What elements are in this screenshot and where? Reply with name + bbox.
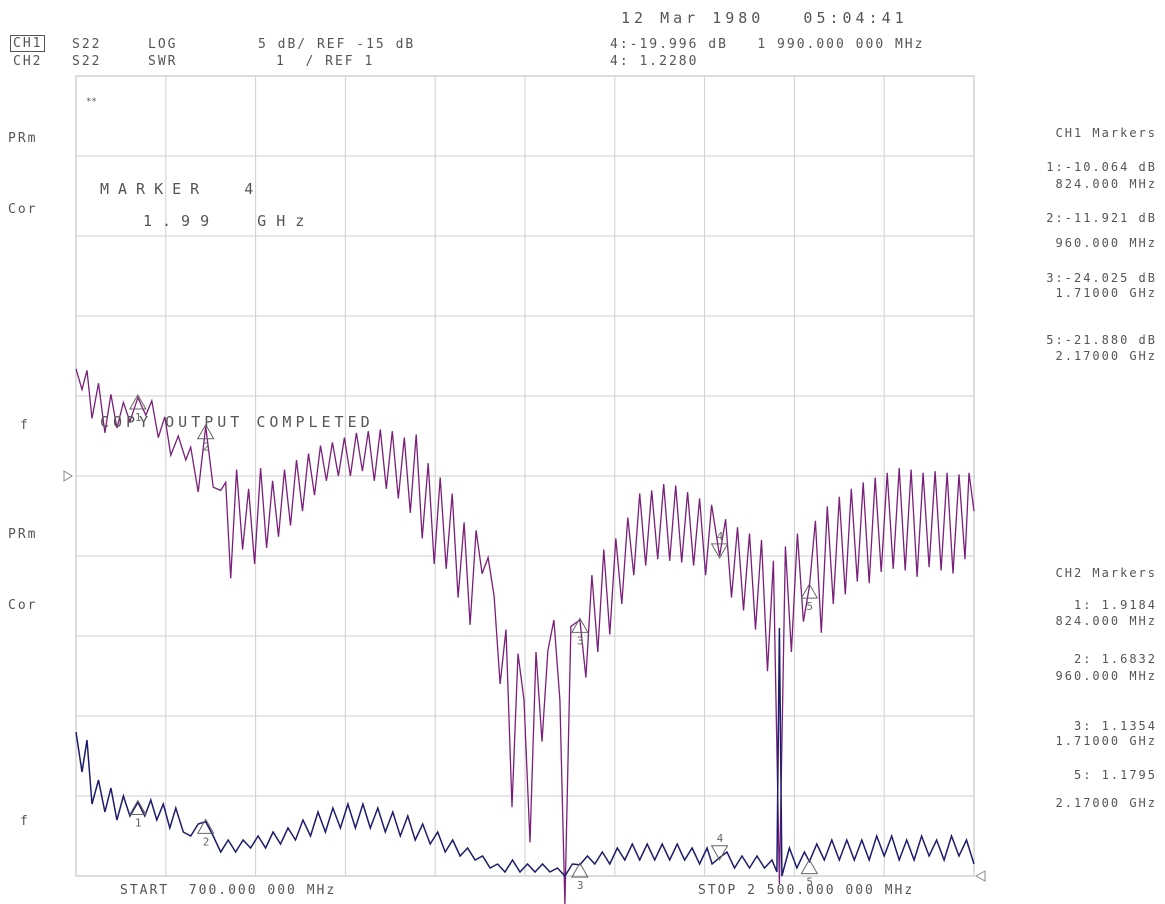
start-frequency: START 700.000 000 MHz	[120, 883, 337, 898]
ch2-marker-5-value: 5: 1.1795	[1073, 768, 1157, 782]
ch2-markers-title: CH2 Markers	[1055, 566, 1157, 580]
ch2-marker-5-triangle	[800, 858, 819, 875]
ch2-format: SWR	[148, 54, 178, 69]
ch1-reference-arrow-icon	[63, 470, 73, 482]
ch1-marker-5-label: 5	[806, 600, 813, 613]
ch2-marker-2-label: 2	[203, 835, 210, 848]
ch1-marker-4-triangle	[710, 543, 729, 559]
ch1-marker-2-label: 2	[203, 441, 210, 454]
ch1-format: LOG	[148, 37, 178, 52]
ch2-marker-1-freq: 824.000 MHz	[1055, 614, 1157, 628]
ch1-marker-5-value: 5:-21.880 dB	[1046, 333, 1157, 347]
ch1-marker-3-triangle	[571, 617, 589, 633]
ch2-marker-1-triangle	[129, 799, 147, 816]
date-time: 12 Mar 1980 05:04:41	[621, 9, 908, 27]
ch1-scale: 5 dB/ REF -15 dB	[258, 37, 416, 52]
ch2-marker-4-triangle	[710, 845, 729, 861]
marker-frequency: 1.99 GHz	[143, 212, 315, 230]
ch2-reference-arrow-icon	[974, 870, 986, 882]
ch1-marker-2-freq: 960.000 MHz	[1055, 236, 1157, 250]
marker-symbols: 1 2 3 4 5 1 2 3 4 5	[129, 394, 819, 892]
corner-mark: **	[86, 97, 97, 107]
ch1-marker-5-triangle	[800, 583, 819, 599]
ch1-marker-1-freq: 824.000 MHz	[1055, 177, 1157, 191]
ch2-marker-1-value: 1: 1.9184	[1073, 598, 1157, 612]
ch2-label[interactable]: CH2	[13, 54, 43, 69]
ch2-marker-3-label: 3	[577, 879, 584, 892]
ch2-marker-5-freq: 2.17000 GHz	[1055, 796, 1157, 810]
ch1-f-annotation: f	[20, 418, 30, 433]
copy-status-message: COPY OUTPUT COMPLETED	[100, 413, 374, 431]
ch2-marker-4-label: 4	[717, 832, 724, 845]
ch1-marker-3-value: 3:-24.025 dB	[1046, 271, 1157, 285]
ch2-marker-3-value: 3: 1.1354	[1073, 719, 1157, 733]
marker-title: MARKER 4	[100, 180, 263, 198]
ch2-parameter: S22	[72, 54, 102, 69]
ch2-cor-annotation: Cor	[8, 598, 38, 613]
ch2-marker-3-triangle	[571, 862, 589, 878]
ch2-scale: 1 / REF 1	[276, 54, 375, 69]
ch2-marker-1-label: 1	[135, 817, 142, 830]
ch1-active-marker-readout: 4:-19.996 dB 1 990.000 000 MHz	[610, 37, 925, 52]
ch1-marker-4-label: 4	[717, 530, 724, 543]
ch2-marker-3-freq: 1.71000 GHz	[1055, 734, 1157, 748]
ch1-marker-1-value: 1:-10.064 dB	[1046, 160, 1157, 174]
ch1-marker-2-value: 2:-11.921 dB	[1046, 211, 1157, 225]
ch1-prm-annotation: PRm	[8, 131, 38, 146]
stop-frequency: STOP 2 500.000 000 MHz	[698, 883, 915, 898]
ch1-trace-line	[75, 368, 975, 904]
ch1-marker-3-label: 3	[577, 634, 584, 647]
ch2-prm-annotation: PRm	[8, 527, 38, 542]
ch1-marker-1-triangle	[129, 394, 147, 410]
ch1-parameter: S22	[72, 37, 102, 52]
ch2-marker-2-triangle	[196, 818, 215, 834]
ch2-f-annotation: f	[20, 814, 30, 829]
ch2-marker-5-label: 5	[806, 876, 813, 889]
ch1-cor-annotation: Cor	[8, 202, 38, 217]
ch1-marker-5-freq: 2.17000 GHz	[1055, 349, 1157, 363]
ch1-markers-title: CH1 Markers	[1055, 126, 1157, 140]
ch1-label[interactable]: CH1	[10, 35, 46, 52]
ch1-marker-2-triangle	[196, 423, 215, 440]
graticule	[75, 75, 975, 877]
ch1-marker-1-label: 1	[135, 411, 142, 424]
ch2-marker-2-freq: 960.000 MHz	[1055, 669, 1157, 683]
ch2-marker-2-value: 2: 1.6832	[1073, 652, 1157, 666]
ch2-active-marker-readout: 4: 1.2280	[610, 54, 699, 69]
ch1-marker-3-freq: 1.71000 GHz	[1055, 286, 1157, 300]
